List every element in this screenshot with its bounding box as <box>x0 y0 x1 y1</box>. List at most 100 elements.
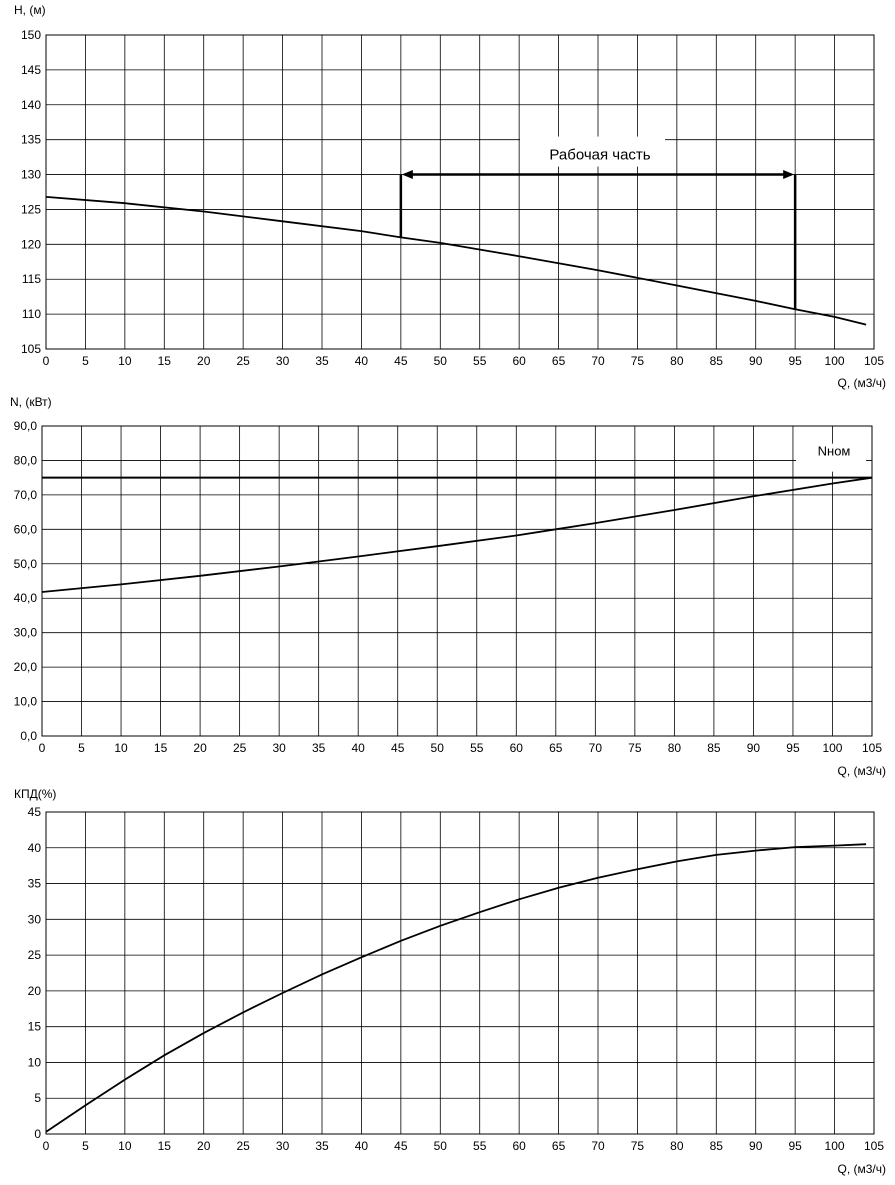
x-tick-label: 0 <box>43 354 50 368</box>
x-tick-label: 10 <box>118 1139 132 1153</box>
head-curve <box>45 196 867 326</box>
x-tick-label: 40 <box>355 1139 369 1153</box>
x-tick-label: 75 <box>628 741 642 755</box>
x-tick-label: 80 <box>670 354 684 368</box>
plot-frame <box>45 34 875 350</box>
head-chart: 0 5 10 15 20 25 30 35 40 45 50 55 60 65 70 75 80 85 90 95 10… <box>14 3 886 390</box>
x-tick-label: 90 <box>749 1139 763 1153</box>
y-tick-label: 20,0 <box>14 660 38 674</box>
x-tick-label: 80 <box>670 1139 684 1153</box>
x-tick-label: 85 <box>710 1139 724 1153</box>
x-tick-label: 105 <box>864 354 884 368</box>
x-tick-label: 35 <box>315 1139 329 1153</box>
x-tick-label: 35 <box>315 354 329 368</box>
y-tick-label: 25 <box>28 948 42 962</box>
efficiency-chart: 0 5 10 15 20 25 30 35 40 45 50 55 60 65 70 75 80 85 90 95 10… <box>14 787 886 1176</box>
x-tick-label: 50 <box>434 354 448 368</box>
y-tick-label: 30 <box>28 912 42 926</box>
y-axis-label: N, (кВт) <box>10 395 52 409</box>
x-tick-label: 55 <box>473 354 487 368</box>
x-tick-label: 5 <box>78 741 85 755</box>
x-tick-label: 70 <box>591 1139 605 1153</box>
working-range-label-bg <box>520 136 665 167</box>
y-tick-label: 80,0 <box>14 453 38 467</box>
y-tick-label: 60,0 <box>14 522 38 536</box>
x-tick-label: 70 <box>589 741 603 755</box>
y-tick-label: 110 <box>22 307 41 321</box>
x-tick-label: 0 <box>39 741 46 755</box>
y-tick-label: 140 <box>21 98 41 112</box>
x-tick-label: 45 <box>394 1139 408 1153</box>
x-tick-label: 65 <box>552 354 566 368</box>
x-tick-label: 50 <box>434 1139 448 1153</box>
x-tick-label: 35 <box>312 741 326 755</box>
power-curve <box>41 476 873 593</box>
x-tick-label: 75 <box>631 354 645 368</box>
x-tick-label: 80 <box>668 741 682 755</box>
x-tick-label: 50 <box>431 741 445 755</box>
x-tick-label: 60 <box>512 354 526 368</box>
x-tick-label: 95 <box>786 741 800 755</box>
x-tick-label: 10 <box>114 741 128 755</box>
y-tick-label: 0 <box>34 1127 41 1141</box>
arrowhead-left-icon <box>401 170 413 180</box>
y-tick-label: 0,0 <box>20 729 37 743</box>
x-tick-label: 25 <box>236 354 250 368</box>
x-tick-label: 65 <box>552 1139 566 1153</box>
x-tick-label: 25 <box>236 1139 250 1153</box>
x-tick-label: 70 <box>591 354 605 368</box>
x-tick-label: 15 <box>158 354 172 368</box>
x-tick-label: 100 <box>825 1139 845 1153</box>
x-tick-label: 95 <box>788 1139 802 1153</box>
x-tick-label: 5 <box>82 1139 89 1153</box>
x-tick-label: 25 <box>233 741 247 755</box>
x-tick-label: 45 <box>391 741 405 755</box>
x-tick-label: 0 <box>43 1139 50 1153</box>
x-tick-label: 90 <box>747 741 761 755</box>
y-tick-label: 45 <box>28 805 42 819</box>
y-tick-label: 40 <box>28 841 42 855</box>
nominal-power-label: Nном <box>818 444 851 459</box>
y-tick-label: 90,0 <box>14 419 38 433</box>
x-tick-label: 75 <box>631 1139 645 1153</box>
x-tick-label: 30 <box>276 1139 290 1153</box>
x-tick-label: 105 <box>862 741 882 755</box>
y-tick-label: 130 <box>21 168 41 182</box>
y-tick-label: 20 <box>28 984 42 998</box>
x-tick-label: 55 <box>470 741 484 755</box>
x-tick-label: 40 <box>355 354 369 368</box>
y-tick-label: 40,0 <box>14 591 38 605</box>
y-tick-label: 150 <box>21 28 41 42</box>
y-tick-label: 35 <box>28 877 42 891</box>
y-tick-label: 115 <box>22 272 41 286</box>
x-tick-label: 5 <box>82 354 89 368</box>
x-tick-label: 60 <box>510 741 524 755</box>
x-tick-label: 100 <box>825 354 845 368</box>
x-axis-label: Q, (м3/ч) <box>837 1162 886 1176</box>
y-tick-label: 10,0 <box>14 695 38 709</box>
arrowhead-right-icon <box>783 170 795 180</box>
y-tick-label: 10 <box>28 1055 42 1069</box>
working-range-label: Рабочая часть <box>549 147 650 164</box>
x-tick-label: 15 <box>158 1139 172 1153</box>
y-tick-label: 125 <box>21 202 41 216</box>
plot-frame <box>45 811 875 1135</box>
x-tick-label: 40 <box>352 741 366 755</box>
x-tick-label: 85 <box>710 354 724 368</box>
efficiency-curve <box>45 843 867 1133</box>
y-axis-label: H, (м) <box>14 3 46 17</box>
x-axis-label: Q, (м3/ч) <box>837 376 886 390</box>
y-tick-label: 5 <box>34 1091 41 1105</box>
x-tick-label: 15 <box>154 741 168 755</box>
x-tick-label: 65 <box>549 741 563 755</box>
x-axis-label: Q, (м3/ч) <box>837 764 886 778</box>
plot-frame <box>41 425 873 737</box>
x-tick-label: 10 <box>118 354 132 368</box>
y-tick-label: 50,0 <box>14 557 38 571</box>
x-tick-label: 105 <box>864 1139 884 1153</box>
x-tick-label: 100 <box>822 741 842 755</box>
y-tick-label: 120 <box>21 237 41 251</box>
x-tick-label: 20 <box>193 741 207 755</box>
y-tick-label: 135 <box>21 133 41 147</box>
